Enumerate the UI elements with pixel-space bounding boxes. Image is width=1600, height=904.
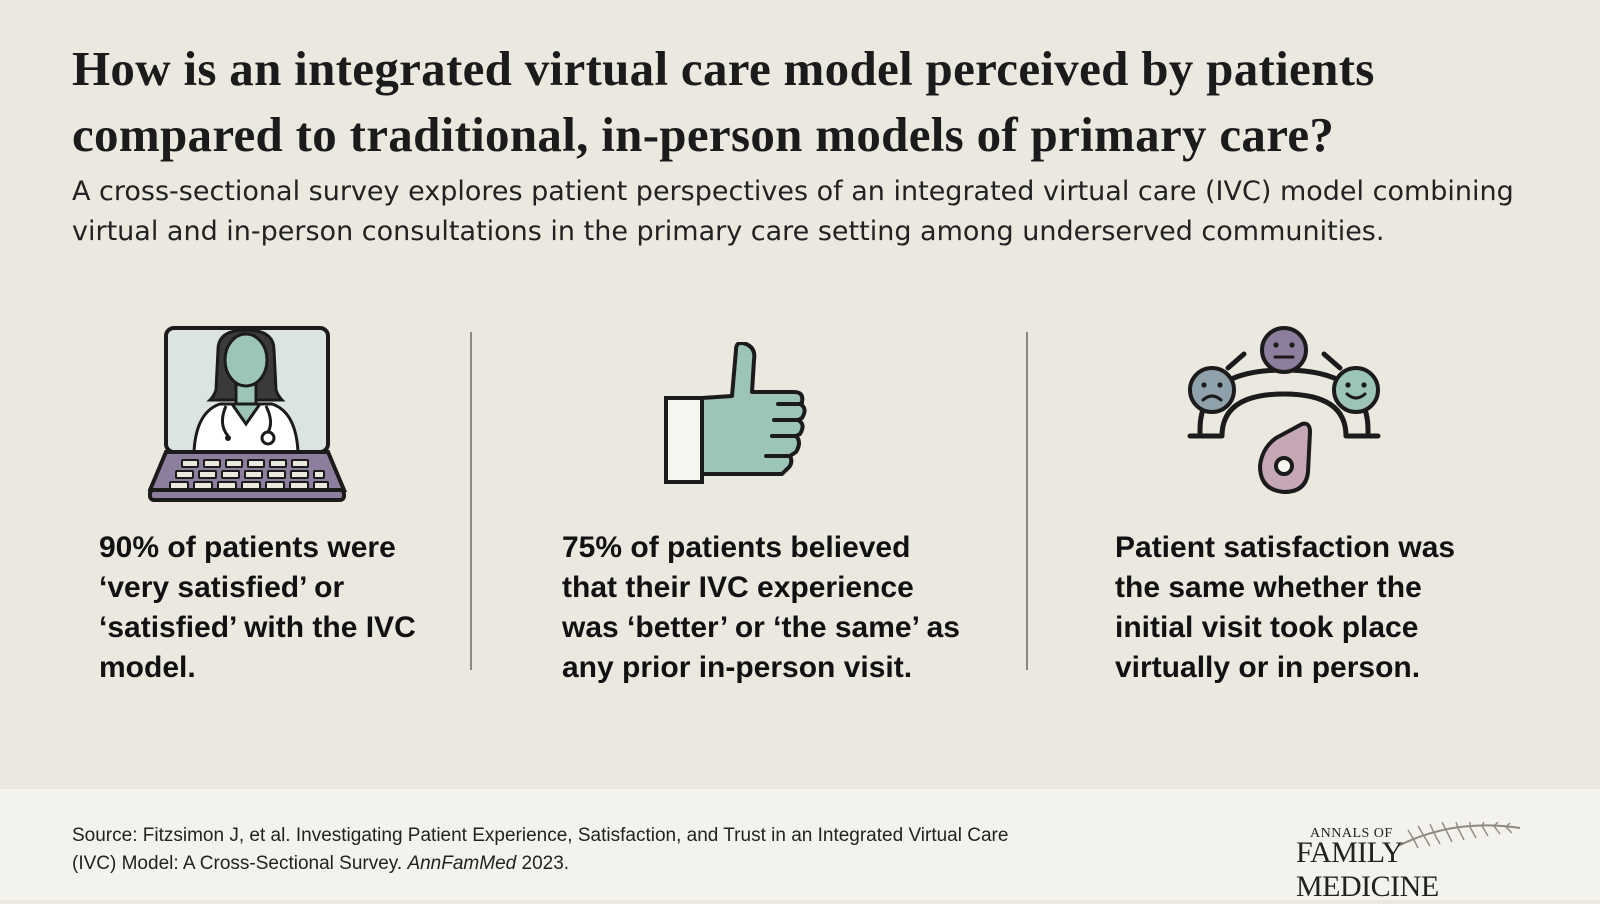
leaf-icon [1397,822,1521,849]
logo-small-text: ANNALS OF [1310,826,1393,841]
column-divider [1026,332,1028,670]
laptop-doctor-icon [148,326,348,502]
page-title: How is an integrated virtual care model … [72,41,1375,162]
footer-band [0,789,1600,900]
finding-1-text: 90% of patients were ‘very satisfied’ or… [99,531,416,684]
journal-logo: ANNALS OF FAMILY MEDICINE [1296,822,1546,903]
finding-3-text: Patient satisfaction was the same whethe… [1115,531,1456,684]
source-citation: Source: Fitzsimon J, et al. Investigatin… [72,825,1009,874]
column-divider [470,332,472,670]
journal-name: AnnFamMed [407,853,517,874]
page-subtitle: A cross-sectional survey explores patien… [72,176,1514,247]
logo-main-text: FAMILY MEDICINE [1296,836,1439,903]
finding-2-text: 75% of patients believed that their IVC … [562,531,960,684]
thumbs-up-icon [664,342,807,484]
satisfaction-meter-icon [1187,326,1381,494]
